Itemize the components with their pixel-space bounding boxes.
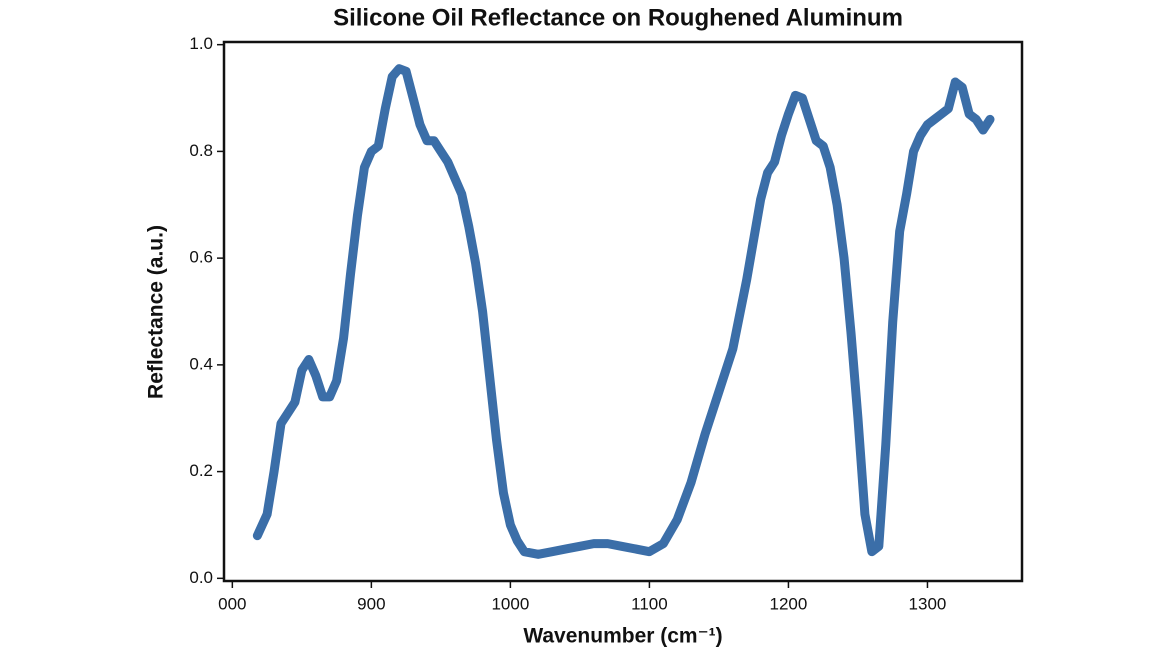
y-tick-label: 0.4 <box>189 354 213 373</box>
x-axis-title: Wavenumber (cm⁻¹) <box>523 625 722 648</box>
y-tick-label: 0.2 <box>189 461 213 480</box>
x-tick-label: 1000 <box>491 594 529 613</box>
chart-title: Silicone Oil Reflectance on Roughened Al… <box>333 4 903 31</box>
y-tick-label: 0.0 <box>189 568 213 587</box>
y-tick-label: 0.6 <box>189 248 213 267</box>
plot-frame <box>222 40 1024 583</box>
y-tick-label: 1.0 <box>189 34 213 53</box>
y-tick-label: 0.8 <box>189 141 213 160</box>
y-axis-title: Reflectance (a.u.) <box>145 225 168 399</box>
x-tick-label: 1200 <box>770 594 808 613</box>
x-tick-label: 900 <box>357 594 385 613</box>
x-tick-label: 000 <box>218 594 246 613</box>
data-line <box>252 64 995 559</box>
x-tick-label: 1100 <box>631 594 668 613</box>
x-tick-label: 1300 <box>909 594 947 613</box>
